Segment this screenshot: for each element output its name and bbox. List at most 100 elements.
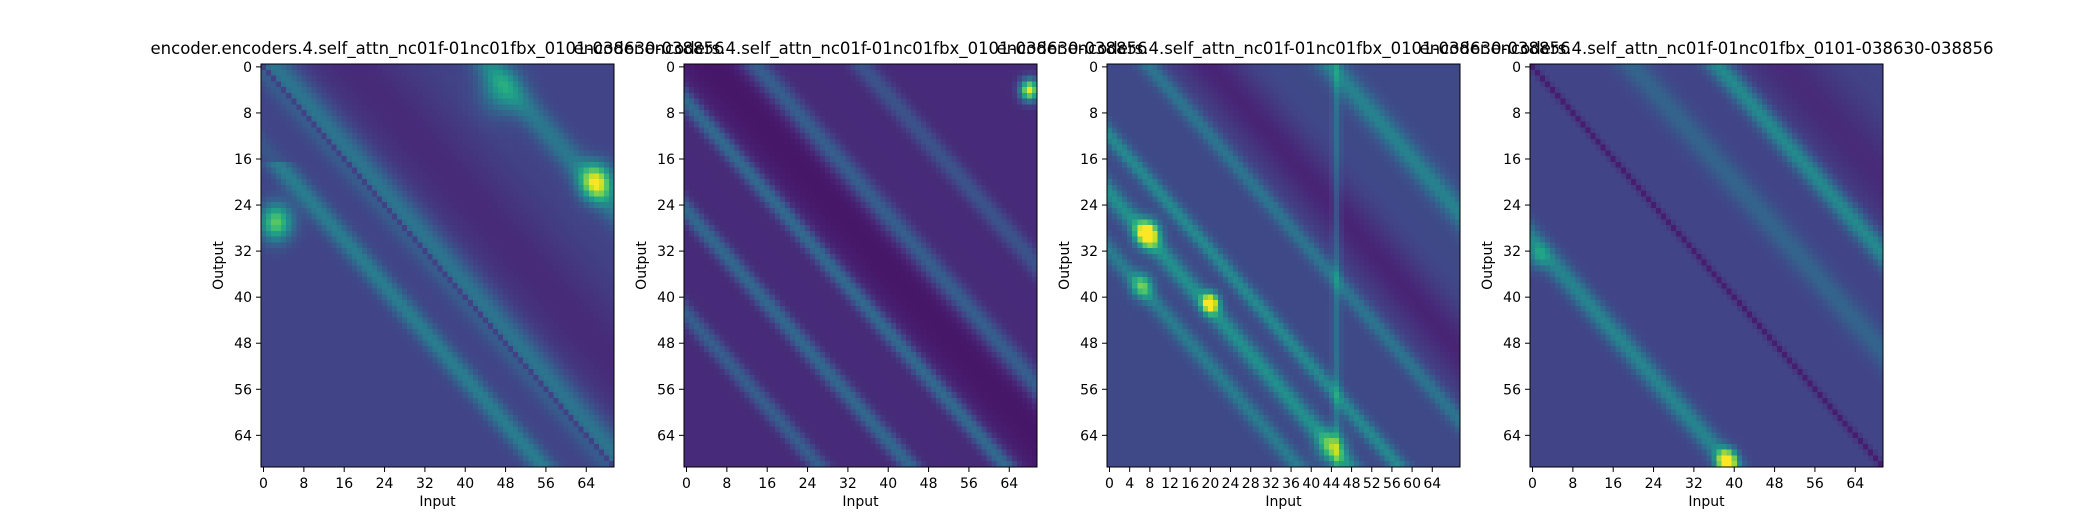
- heatmap-cell: [281, 461, 287, 468]
- heatmap-cell: [588, 374, 595, 382]
- heatmap-cell: [331, 64, 338, 71]
- heatmap-cell: [498, 259, 504, 266]
- heatmap-cell: [407, 242, 413, 249]
- heatmap-cell: [548, 317, 554, 324]
- heatmap-cell: [573, 323, 580, 330]
- heatmap-cell: [492, 311, 499, 318]
- heatmap-cell: [593, 253, 600, 261]
- heatmap-cell: [598, 167, 605, 174]
- heatmap-cell: [447, 449, 454, 456]
- heatmap-cell: [392, 455, 398, 462]
- heatmap-cell: [392, 392, 398, 399]
- heatmap-cell: [356, 98, 363, 105]
- heatmap-cell: [346, 438, 353, 445]
- heatmap-cell: [578, 323, 585, 330]
- heatmap-cell: [331, 443, 338, 451]
- heatmap-cell: [588, 334, 595, 341]
- heatmap-cell: [482, 380, 489, 387]
- heatmap-cell: [548, 438, 554, 445]
- heatmap-cell: [548, 190, 554, 197]
- heatmap-cell: [371, 190, 378, 197]
- heatmap-cell: [301, 392, 307, 399]
- heatmap-cell: [452, 230, 459, 238]
- heatmap-cell: [498, 328, 504, 335]
- heatmap-cell: [543, 167, 549, 174]
- heatmap-cell: [437, 305, 443, 312]
- heatmap-cell: [382, 213, 388, 220]
- heatmap-cell: [593, 179, 600, 186]
- heatmap-cell: [593, 202, 600, 209]
- heatmap-cell: [487, 311, 494, 318]
- heatmap-cell: [301, 196, 307, 203]
- heatmap-cell: [321, 133, 327, 140]
- heatmap-cell: [371, 184, 378, 192]
- heatmap-cell: [573, 115, 580, 122]
- heatmap-cell: [397, 144, 403, 151]
- heatmap-cell: [346, 121, 353, 128]
- heatmap-cell: [472, 127, 479, 134]
- heatmap-cell: [452, 380, 459, 387]
- heatmap-cell: [513, 288, 519, 295]
- heatmap-cell: [407, 259, 413, 266]
- heatmap-cell: [366, 173, 373, 180]
- heatmap-cell: [452, 311, 459, 318]
- heatmap-cell: [356, 87, 363, 94]
- heatmap-cell: [356, 409, 363, 416]
- heatmap-cell: [422, 449, 428, 456]
- heatmap-cell: [553, 420, 559, 428]
- heatmap-cell: [286, 202, 292, 209]
- heatmap-cell: [447, 426, 454, 433]
- heatmap-cell: [427, 133, 433, 140]
- heatmap-cell: [366, 207, 373, 215]
- heatmap-cell: [492, 461, 499, 468]
- heatmap-cell: [326, 138, 332, 145]
- heatmap-cell: [608, 397, 615, 405]
- heatmap-cell: [276, 363, 282, 370]
- heatmap-cell: [301, 328, 307, 335]
- heatmap-cell: [336, 282, 343, 289]
- heatmap-cell: [397, 357, 403, 364]
- heatmap-cell: [301, 98, 307, 105]
- heatmap-cell: [492, 115, 499, 122]
- heatmap-cell: [553, 167, 559, 174]
- heatmap-cell: [412, 253, 418, 261]
- heatmap-cell: [376, 138, 383, 145]
- y-tick-label: 64: [234, 428, 252, 444]
- heatmap-cell: [588, 190, 595, 197]
- heatmap-cell: [437, 265, 443, 272]
- heatmap-cell: [407, 311, 413, 318]
- heatmap-cell: [371, 219, 378, 226]
- heatmap-cell: [341, 426, 348, 433]
- heatmap-cell: [457, 300, 464, 307]
- heatmap-cell: [291, 403, 297, 410]
- heatmap-cell: [583, 110, 590, 117]
- heatmap-cell: [442, 265, 448, 272]
- heatmap-cell: [306, 133, 312, 140]
- heatmap-cell: [402, 461, 408, 468]
- heatmap-cell: [503, 438, 509, 445]
- heatmap-cell: [417, 340, 423, 347]
- heatmap-cell: [508, 69, 514, 76]
- heatmap-cell: [603, 173, 610, 180]
- heatmap-cell: [301, 397, 307, 405]
- heatmap-cell: [361, 184, 368, 192]
- heatmap-cell: [447, 219, 454, 226]
- heatmap-cell: [457, 334, 464, 341]
- heatmap-cell: [271, 397, 277, 405]
- heatmap-cell: [467, 305, 474, 312]
- heatmap-cell: [301, 69, 307, 76]
- heatmap-cell: [598, 461, 605, 468]
- heatmap-cell: [271, 443, 277, 451]
- heatmap-cell: [392, 426, 398, 433]
- heatmap-cell: [366, 104, 373, 111]
- heatmap-cell: [533, 438, 539, 445]
- heatmap-cell: [361, 144, 368, 151]
- heatmap-cell: [477, 87, 484, 94]
- heatmap-cell: [361, 461, 368, 468]
- heatmap-cell: [457, 150, 464, 157]
- heatmap-cell: [492, 133, 499, 140]
- heatmap-cell: [376, 75, 383, 82]
- heatmap-cell: [402, 75, 408, 82]
- heatmap-cell: [528, 305, 534, 312]
